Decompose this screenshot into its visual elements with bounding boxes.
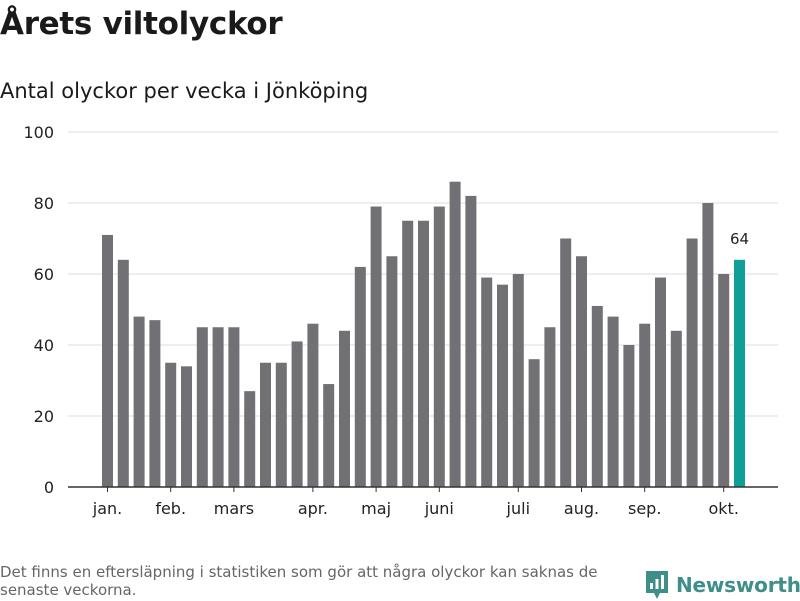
bar [655, 277, 666, 487]
bar [560, 238, 572, 487]
x-tick-label: juni [424, 499, 454, 518]
y-tick-label: 40 [34, 336, 54, 355]
x-tick-label: jan. [92, 499, 122, 518]
bar [370, 206, 382, 488]
newsworthy-brand[interactable]: Newsworthy [644, 569, 800, 601]
y-tick-label: 20 [34, 407, 54, 426]
bar [275, 362, 287, 487]
bar [718, 274, 730, 487]
bar [291, 341, 303, 487]
bar [576, 256, 587, 487]
bar [481, 277, 493, 487]
x-tick-label: juli [506, 499, 530, 518]
bar [639, 323, 651, 487]
newsworthy-logo-icon [646, 571, 668, 599]
bar [544, 327, 556, 487]
chart-subtitle: Antal olyckor per vecka i Jönköping [0, 79, 369, 103]
bar [133, 316, 145, 487]
bar [591, 305, 603, 487]
y-tick-label: 0 [44, 478, 54, 497]
bar [339, 330, 350, 487]
bar [512, 274, 524, 487]
brand-name: Newsworthy [676, 573, 800, 597]
y-tick-label: 100 [23, 123, 54, 142]
bar [354, 266, 366, 487]
bar [528, 359, 540, 487]
x-tick-label: sep. [628, 499, 661, 518]
bar [307, 323, 319, 487]
bar [181, 366, 192, 487]
bar [449, 181, 461, 487]
bar [117, 259, 129, 487]
bar [402, 220, 414, 487]
bar [323, 384, 335, 487]
y-tick-label: 60 [34, 265, 54, 284]
x-tick-label: aug. [564, 499, 599, 518]
bar [244, 391, 256, 487]
bar [386, 256, 398, 487]
bar [465, 195, 477, 487]
x-tick-label: okt. [708, 499, 738, 518]
bar [165, 362, 177, 487]
footnote: Det finns en eftersläpning i statistiken… [0, 563, 598, 599]
bar [102, 234, 113, 487]
y-tick-label: 80 [34, 194, 54, 213]
bar [149, 320, 161, 487]
bar [418, 220, 429, 487]
bar [212, 327, 224, 487]
bar [260, 362, 271, 487]
chart-title: Årets viltolyckor [0, 6, 283, 42]
bar [497, 284, 508, 487]
bar [702, 203, 714, 487]
x-tick-label: mars [214, 499, 254, 518]
data-label: 64 [730, 230, 749, 248]
bar-chart: 0 20 40 60 80 100 64 jan. feb. mars apr. maj juni jul… [23, 123, 778, 518]
bar-highlight [734, 259, 745, 487]
bar [607, 316, 619, 487]
bar [623, 345, 635, 487]
x-tick-label: maj [361, 499, 391, 518]
x-tick-label: apr. [298, 499, 328, 518]
bar [196, 327, 208, 487]
bar [433, 206, 445, 488]
bar [228, 327, 240, 487]
x-tick-label: feb. [155, 499, 186, 518]
bar [670, 330, 682, 487]
bar [686, 238, 698, 487]
